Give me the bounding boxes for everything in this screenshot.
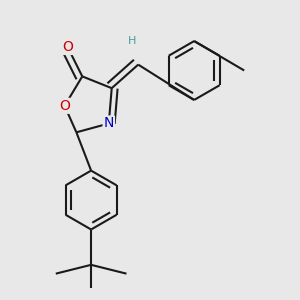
Text: H: H — [128, 36, 136, 46]
Text: O: O — [59, 99, 70, 113]
Text: N: N — [103, 116, 114, 130]
Text: O: O — [62, 40, 73, 54]
